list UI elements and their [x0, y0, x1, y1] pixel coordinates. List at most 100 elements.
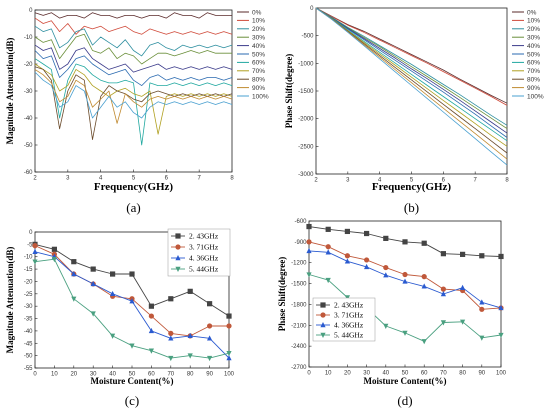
- data-point: [90, 266, 96, 272]
- y-tick-label: -50: [24, 143, 33, 149]
- y-tick-label: -10: [24, 35, 33, 41]
- y-tick-label: -2000: [298, 117, 314, 123]
- data-point: [207, 335, 213, 341]
- data-point: [51, 246, 57, 252]
- data-point: [479, 306, 485, 312]
- x-tick-label: 0: [307, 371, 311, 377]
- data-point: [148, 303, 154, 309]
- data-point: [440, 286, 446, 292]
- legend-label: 70%: [252, 68, 265, 75]
- data-point: [364, 263, 370, 270]
- x-tick-label: 20: [344, 371, 351, 377]
- legend-label: 20%: [252, 26, 265, 33]
- legend-label: 80%: [527, 77, 540, 84]
- x-tick-label: 4: [99, 176, 103, 182]
- series-line: [34, 12, 232, 19]
- series-3: [315, 7, 508, 129]
- x-tick-label: 8: [505, 178, 509, 184]
- series-7: [34, 63, 233, 135]
- x-tick-label: 20: [70, 372, 77, 378]
- data-point: [325, 244, 331, 250]
- x-tick-label: 50: [129, 372, 136, 378]
- y-tick-label: -40: [24, 116, 33, 122]
- x-tick-label: 70: [167, 372, 174, 378]
- legend-label: 3. 71GHz: [334, 311, 364, 320]
- series-line: [34, 17, 233, 35]
- x-tick-label: 80: [459, 371, 466, 377]
- data-point: [421, 274, 427, 280]
- series-4: [34, 44, 233, 73]
- series-6: [315, 7, 508, 142]
- series-2: [32, 248, 232, 361]
- data-point: [421, 339, 427, 345]
- legend-label: 60%: [527, 60, 540, 67]
- legend-label: 30%: [252, 35, 265, 42]
- x-tick-label: 70: [440, 371, 447, 377]
- x-tick-label: 30: [90, 372, 97, 378]
- legend-marker: [175, 244, 181, 250]
- data-point: [306, 239, 312, 245]
- data-point: [460, 319, 466, 325]
- legend-label: 0%: [252, 9, 262, 16]
- data-point: [325, 226, 331, 232]
- legend: 0% 10%20% 30%40%50% 60%70% 80%90%100%: [237, 9, 269, 100]
- series-line: [34, 66, 233, 141]
- panel-a: 2 3 4 5 6 7 8 0 -10 -20 -30 -40 -50 -60 Frequency(GHz)…: [5, 8, 269, 215]
- series-line: [315, 7, 508, 129]
- y-tick-label: -40: [24, 329, 33, 335]
- data-point: [226, 355, 232, 361]
- legend-label: 40%: [527, 43, 540, 50]
- x-tick-label: 60: [421, 371, 428, 377]
- x-tick-label: 30: [363, 371, 370, 377]
- data-point: [306, 272, 312, 278]
- series-line: [315, 7, 508, 142]
- panel-b: 2 3 4 5 6 7 8 0 -500 -1000 -1500 -2000 -2500 -3000 Fre…: [284, 6, 544, 215]
- x-axis-label: Frequency(GHz): [372, 181, 452, 193]
- data-point: [498, 304, 504, 311]
- legend-label: 4. 36GHz: [189, 254, 219, 263]
- data-point: [148, 313, 154, 319]
- legend-label: 0%: [527, 9, 537, 16]
- legend-label: 80%: [252, 77, 265, 84]
- data-point: [148, 327, 154, 334]
- data-point: [32, 259, 38, 265]
- legend-label: 2. 43GHz: [189, 232, 219, 241]
- data-point: [383, 272, 389, 278]
- x-tick-label: 90: [206, 372, 213, 378]
- x-axis-label: Moisture Content(%): [363, 376, 446, 386]
- data-point: [383, 323, 389, 329]
- data-point: [110, 333, 116, 339]
- panel-label: (b): [404, 200, 419, 215]
- data-point: [71, 296, 77, 302]
- x-tick-label: 0: [33, 372, 37, 378]
- data-point: [306, 223, 312, 230]
- data-point: [460, 251, 466, 257]
- x-tick-label: 7: [473, 178, 477, 184]
- series-2: [306, 247, 504, 311]
- y-tick-label: -1200: [291, 261, 307, 267]
- data-point: [207, 323, 213, 329]
- y-tick-label: -20: [24, 62, 33, 68]
- y-tick-label: -25: [24, 292, 33, 298]
- x-tick-label: 5: [410, 178, 414, 184]
- y-tick-label: -30: [24, 89, 33, 95]
- data-point: [207, 301, 213, 307]
- x-tick-label: 40: [109, 372, 116, 378]
- plot-area: [34, 9, 233, 173]
- series-line: [34, 69, 233, 124]
- data-point: [110, 271, 116, 277]
- legend-label: 4. 36GHz: [334, 321, 364, 330]
- series-8: [34, 66, 233, 141]
- y-tick-label: -1500: [298, 89, 314, 95]
- series-line: [315, 7, 508, 138]
- data-point: [498, 332, 504, 339]
- y-tick-label: -2400: [291, 344, 307, 350]
- panel-label: (d): [397, 393, 412, 408]
- data-point: [90, 280, 96, 287]
- data-point: [440, 251, 446, 257]
- data-point: [129, 343, 135, 349]
- y-tick-label: -10: [24, 255, 33, 261]
- data-point: [325, 277, 331, 284]
- panel-label: (c): [125, 393, 139, 408]
- y-tick-label: -20: [24, 279, 33, 285]
